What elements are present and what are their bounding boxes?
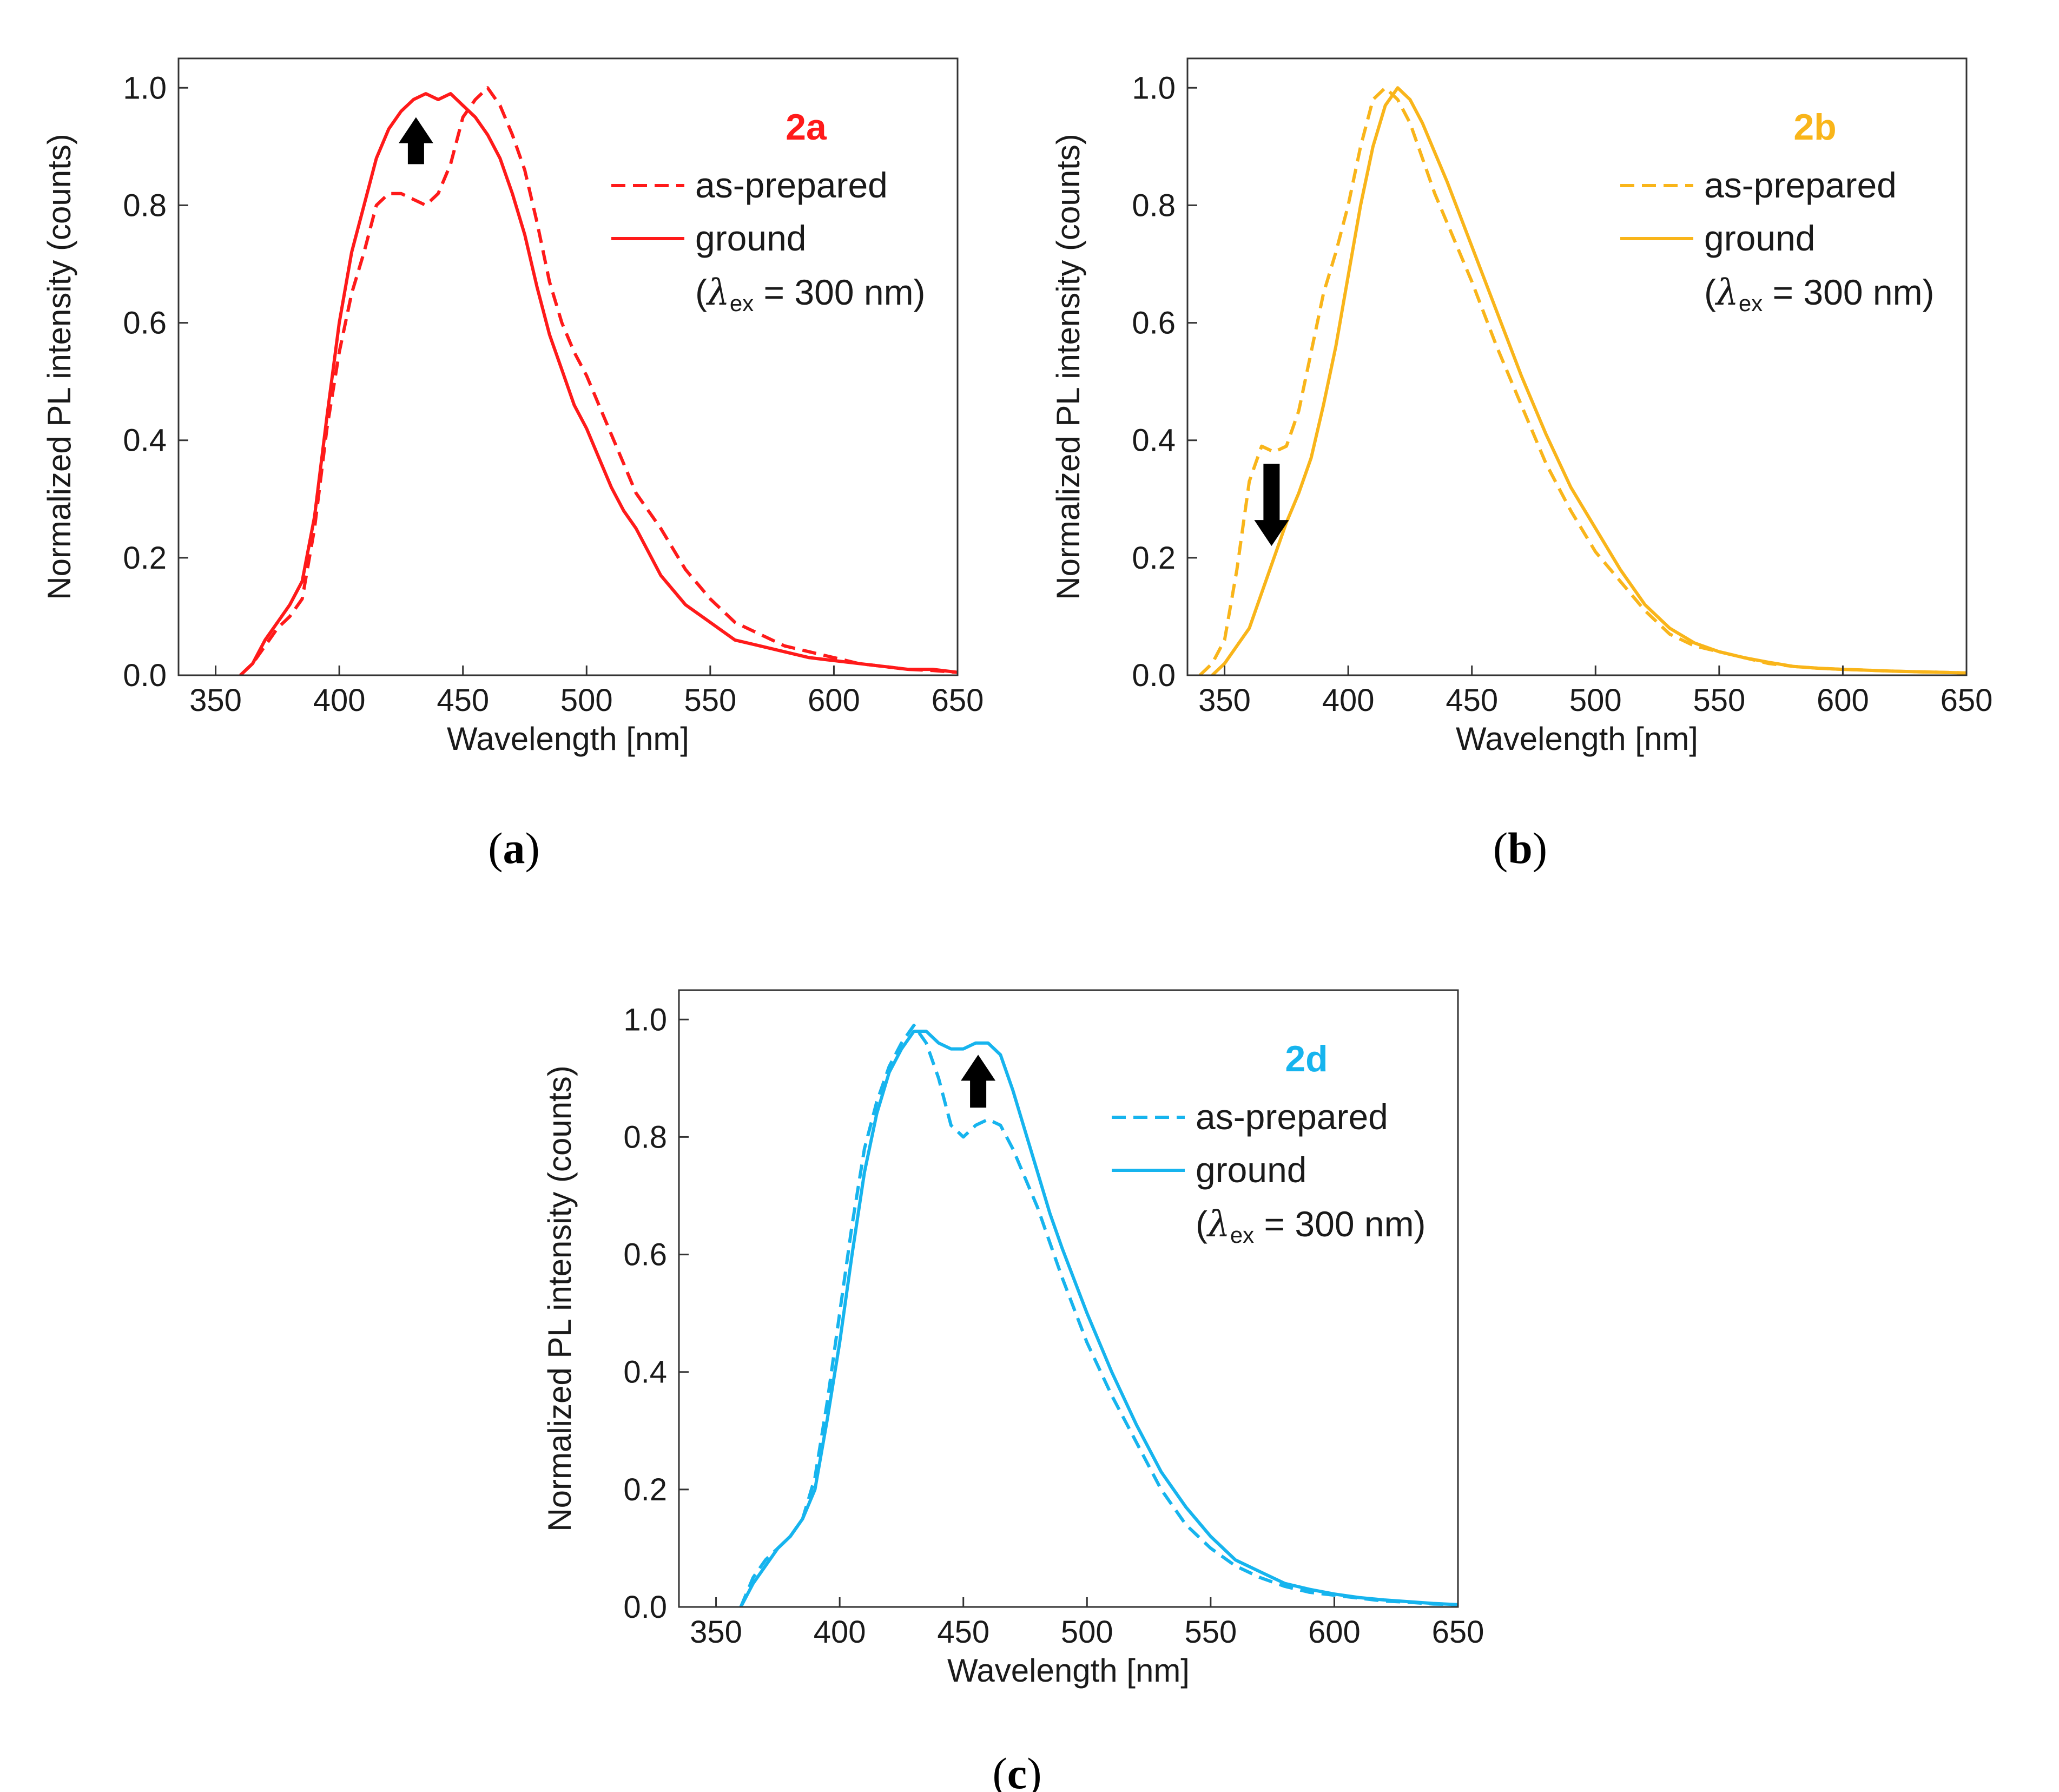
y-tick-label: 0.8 [1132, 188, 1176, 223]
excitation-note: (λex = 300 nm) [1196, 1203, 1426, 1248]
x-axis-title: Wavelength [nm] [947, 1652, 1190, 1689]
y-tick-label: 0.8 [623, 1119, 667, 1155]
y-axis-title: Normalized PL intensity (counts) [542, 1065, 578, 1531]
x-tick-label: 400 [1322, 683, 1375, 718]
panel-caption: (a) [488, 823, 540, 873]
x-tick-label: 600 [1817, 683, 1869, 718]
y-tick-label: 1.0 [123, 70, 167, 106]
x-tick-label: 450 [1446, 683, 1498, 718]
x-axis-title: Wavelength [nm] [447, 721, 689, 757]
series-line-ground [739, 1030, 1458, 1607]
arrow-up-icon [961, 1055, 996, 1108]
x-tick-label: 350 [189, 683, 242, 718]
y-tick-label: 0.0 [623, 1590, 667, 1625]
x-axis-title: Wavelength [nm] [1456, 721, 1698, 757]
series-line-ground [239, 92, 958, 675]
panel-caption: (b) [1493, 823, 1547, 873]
y-tick-label: 0.8 [123, 188, 167, 223]
y-tick-label: 0.4 [123, 423, 167, 458]
arrow-down-icon [1254, 464, 1289, 546]
series-line-as-prepared [239, 86, 958, 675]
note-open: ( [1196, 1204, 1207, 1244]
caption-letter: b [1508, 823, 1533, 873]
note-lambda: λ [705, 272, 730, 313]
x-tick-label: 550 [1184, 1615, 1237, 1650]
legend-label: as-prepared [695, 165, 888, 205]
y-tick-label: 0.2 [623, 1472, 667, 1507]
x-tick-label: 650 [1941, 683, 1993, 718]
series-line-as-prepared [1198, 86, 1966, 675]
x-tick-label: 550 [1693, 683, 1745, 718]
x-tick-label: 500 [1569, 683, 1622, 718]
sample-label: 2b [1793, 107, 1836, 148]
caption-close: ) [1533, 823, 1547, 873]
y-tick-label: 0.2 [1132, 541, 1176, 576]
note-subscript: ex [1739, 291, 1763, 316]
legend-label: as-prepared [1704, 165, 1897, 205]
panel-c: 350 400 450 500 550 600 650 0.0 0.2 0.4 0.6 0.8 1.0 W… [542, 989, 1484, 1792]
panel-b: 350 400 450 500 550 600 650 0.0 0.2 0.4 0.6 0.8 1.0 W… [1050, 57, 1993, 873]
arrow-up-icon [398, 117, 433, 164]
caption-close: ) [1027, 1749, 1041, 1792]
caption-close: ) [525, 823, 540, 873]
caption-open: ( [1493, 823, 1508, 873]
x-tick-label: 450 [437, 683, 489, 718]
note-open: ( [1704, 272, 1716, 312]
caption-letter: c [1007, 1749, 1027, 1792]
note-open: ( [695, 272, 707, 312]
note-value: = 300 nm) [754, 272, 925, 312]
plot-frame [678, 989, 1459, 1608]
y-tick-label: 0.0 [123, 658, 167, 693]
y-tick-label: 0.6 [123, 306, 167, 341]
x-tick-label: 600 [808, 683, 860, 718]
panel-a: 350 400 450 500 550 600 650 0.0 0.2 0.4 0.6 0.8 1.0 W… [41, 57, 984, 873]
y-tick-label: 0.6 [1132, 306, 1176, 341]
note-value: = 300 nm) [1254, 1204, 1426, 1244]
x-tick-label: 650 [932, 683, 984, 718]
x-tick-label: 350 [1198, 683, 1251, 718]
note-value: = 300 nm) [1763, 272, 1934, 312]
y-tick-label: 0.4 [1132, 423, 1176, 458]
y-tick-label: 1.0 [623, 1002, 667, 1037]
y-axis-title: Normalized PL intensity (counts) [1050, 134, 1086, 599]
excitation-note: (λex = 300 nm) [1704, 272, 1935, 316]
caption-letter: a [503, 823, 525, 873]
note-lambda: λ [1206, 1203, 1230, 1245]
legend-label: ground [695, 218, 807, 258]
y-tick-label: 1.0 [1132, 70, 1176, 106]
plot-frame [1186, 57, 1968, 676]
x-tick-label: 600 [1308, 1615, 1361, 1650]
sample-label: 2d [1285, 1038, 1328, 1079]
excitation-note: (λex = 300 nm) [695, 272, 926, 316]
x-tick-label: 500 [1061, 1615, 1113, 1650]
x-tick-label: 450 [937, 1615, 989, 1650]
legend-label: ground [1196, 1150, 1307, 1190]
x-tick-label: 550 [684, 683, 736, 718]
y-tick-label: 0.6 [623, 1237, 667, 1273]
legend-label: as-prepared [1196, 1097, 1388, 1137]
note-lambda: λ [1714, 272, 1739, 313]
plot-frame [177, 57, 959, 676]
caption-open: ( [488, 823, 503, 873]
x-tick-label: 650 [1432, 1615, 1484, 1650]
y-tick-label: 0.4 [623, 1355, 667, 1390]
panel-caption: (c) [992, 1749, 1041, 1792]
x-tick-label: 350 [690, 1615, 742, 1650]
y-tick-label: 0.2 [123, 541, 167, 576]
x-tick-label: 400 [313, 683, 366, 718]
note-subscript: ex [730, 291, 754, 316]
series-line-ground [1211, 86, 1966, 675]
note-subscript: ex [1230, 1222, 1254, 1248]
y-tick-label: 0.0 [1132, 658, 1176, 693]
caption-open: ( [992, 1749, 1007, 1792]
x-tick-label: 500 [560, 683, 613, 718]
x-tick-label: 400 [814, 1615, 866, 1650]
y-axis-title: Normalized PL intensity (counts) [41, 134, 77, 599]
series-line-as-prepared [739, 1024, 1458, 1607]
sample-label: 2a [786, 107, 827, 148]
legend-label: ground [1704, 218, 1816, 258]
